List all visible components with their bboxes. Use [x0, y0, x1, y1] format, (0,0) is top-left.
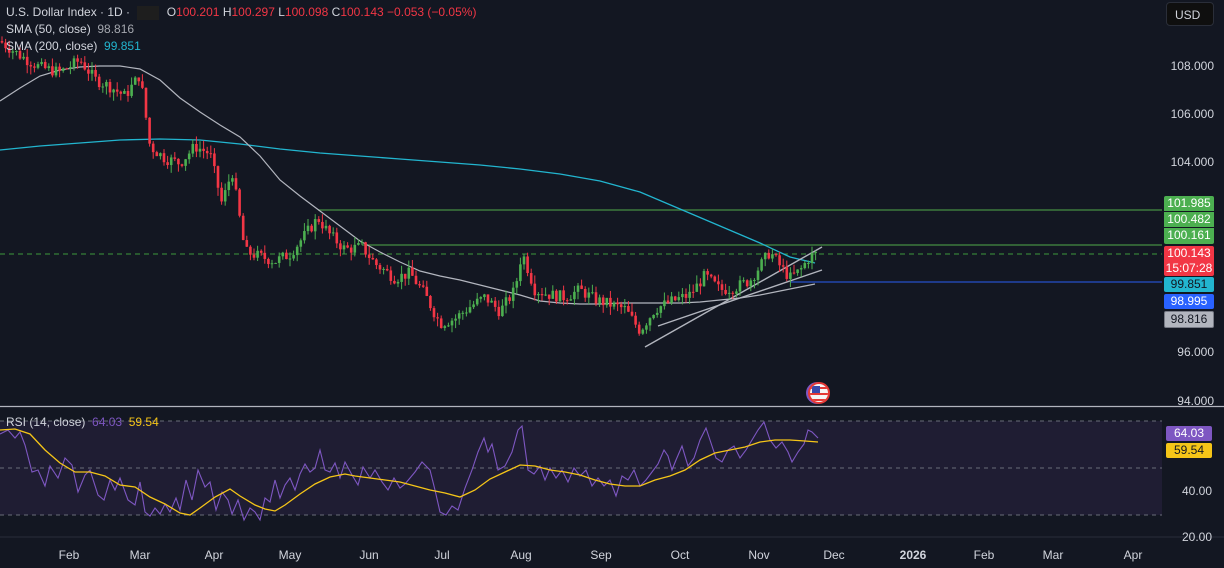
- symbol-legend[interactable]: U.S. Dollar Index · 1D · O100.201 H100.2…: [6, 5, 477, 20]
- rsi-ma-line: [0, 428, 819, 516]
- rsi-legend[interactable]: RSI (14, close) 64.03 59.54: [6, 415, 159, 429]
- time-axis-label: Feb: [973, 548, 995, 562]
- price-tag-100161: 100.161: [1164, 228, 1214, 244]
- time-axis-label: Oct: [670, 548, 690, 562]
- time-axis-label: 2026: [899, 548, 927, 562]
- time-axis-label: Mar: [1042, 548, 1064, 562]
- time-axis-label: Apr: [1123, 548, 1143, 562]
- currency-button[interactable]: USD: [1166, 2, 1214, 26]
- price-axis-label: 94.000: [1177, 394, 1214, 408]
- open-value: 100.201: [176, 5, 220, 19]
- price-axis-label: 106.000: [1170, 107, 1214, 121]
- time-axis-label: Nov: [748, 548, 770, 562]
- sma50-line: [0, 65, 816, 305]
- sma50-tag: 98.816: [1164, 311, 1214, 328]
- rsi-ma-value: 59.54: [128, 415, 159, 429]
- trendline-1[interactable]: [644, 246, 823, 348]
- price-axis-label: 96.000: [1177, 345, 1214, 359]
- sma50-legend[interactable]: SMA (50, close) 98.816: [6, 22, 135, 36]
- sma50-value: 98.816: [97, 22, 135, 36]
- time-axis-label: Mar: [129, 548, 151, 562]
- interval: 1D: [107, 5, 123, 19]
- sma200-tag: 99.851: [1164, 277, 1214, 292]
- price-axis-label: 104.000: [1170, 155, 1214, 169]
- last-price-value: 100.143: [1167, 246, 1211, 260]
- redacted-box: [137, 5, 160, 20]
- price-tag-101985: 101.985: [1164, 196, 1214, 211]
- rsi-tag: 64.03: [1166, 426, 1212, 441]
- bar-countdown: 15:07:28: [1165, 261, 1213, 275]
- change-value: −0.053 (−0.05%): [387, 5, 477, 19]
- price-tag-98995: 98.995: [1164, 294, 1214, 309]
- rsi-axis-label: 40.00: [1181, 484, 1212, 498]
- time-axis-label: May: [278, 548, 302, 562]
- time-axis-label: Aug: [510, 548, 532, 562]
- sma200-line: [0, 138, 816, 264]
- price-axis-label: 108.000: [1170, 59, 1214, 73]
- time-axis-label: Sep: [590, 548, 612, 562]
- sma200-legend[interactable]: SMA (200, close) 99.851: [6, 39, 141, 53]
- sma200-value: 99.851: [104, 39, 141, 53]
- time-axis-label: Dec: [823, 548, 845, 562]
- rsi-ma-tag: 59.54: [1166, 443, 1212, 458]
- us-flag-event-icon[interactable]: [808, 382, 830, 404]
- time-axis-label: Apr: [204, 548, 224, 562]
- symbol-name: U.S. Dollar Index: [6, 5, 97, 19]
- rsi-axis-label: 20.00: [1181, 530, 1212, 544]
- trendline-2[interactable]: [657, 269, 823, 327]
- rsi-line: [0, 420, 819, 522]
- candlestick-series: [0, 36, 817, 336]
- close-value: 100.143: [340, 5, 384, 19]
- rsi-value: 64.03: [92, 415, 123, 429]
- high-value: 100.297: [231, 5, 275, 19]
- time-axis-label: Jul: [434, 548, 450, 562]
- time-axis-label: Jun: [359, 548, 379, 562]
- last-price-tag: 100.143 15:07:28: [1164, 246, 1214, 276]
- time-axis-label: Feb: [58, 548, 80, 562]
- low-value: 100.098: [284, 5, 329, 19]
- price-tag-100482: 100.482: [1164, 212, 1214, 227]
